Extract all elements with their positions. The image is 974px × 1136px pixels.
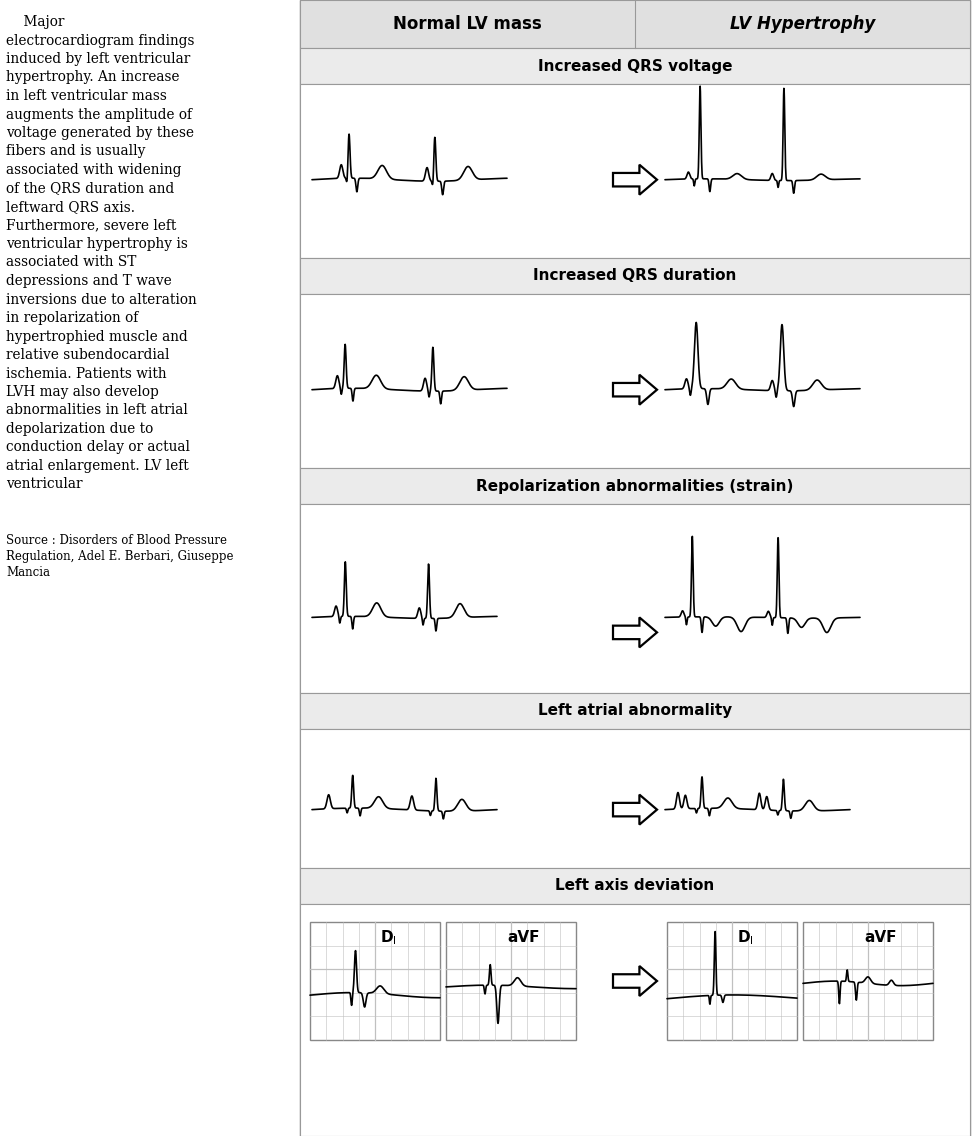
Text: electrocardiogram findings: electrocardiogram findings — [6, 33, 195, 48]
FancyArrow shape — [613, 375, 657, 404]
Bar — [0, 0, 290, 1136]
Text: associated with ST: associated with ST — [6, 256, 136, 269]
Text: Normal LV mass: Normal LV mass — [393, 15, 542, 33]
Bar — [300, 48, 970, 84]
FancyArrow shape — [613, 794, 657, 825]
Text: Repolarization abnormalities (strain): Repolarization abnormalities (strain) — [476, 478, 794, 493]
Text: hypertrophy. An increase: hypertrophy. An increase — [6, 70, 179, 84]
Text: voltage generated by these: voltage generated by these — [6, 126, 194, 140]
Bar — [300, 504, 970, 693]
Bar — [300, 693, 970, 729]
Bar — [300, 258, 970, 294]
Text: Left atrial abnormality: Left atrial abnormality — [538, 703, 732, 718]
Bar — [803, 922, 933, 1039]
Text: induced by left ventricular: induced by left ventricular — [6, 52, 190, 66]
Text: Furthermore, severe left: Furthermore, severe left — [6, 218, 176, 233]
Text: ventricular hypertrophy is: ventricular hypertrophy is — [6, 237, 188, 251]
Text: conduction delay or actual: conduction delay or actual — [6, 441, 190, 454]
Bar — [446, 922, 576, 1039]
Text: augments the amplitude of: augments the amplitude of — [6, 108, 192, 122]
Text: LV Hypertrophy: LV Hypertrophy — [730, 15, 876, 33]
Text: in left ventricular mass: in left ventricular mass — [6, 89, 167, 103]
Text: D$_{\rm I}$: D$_{\rm I}$ — [736, 928, 754, 947]
Bar — [300, 729, 970, 868]
FancyArrow shape — [613, 165, 657, 194]
Text: depolarization due to: depolarization due to — [6, 421, 153, 436]
Text: Increased QRS voltage: Increased QRS voltage — [538, 58, 732, 74]
Text: associated with widening: associated with widening — [6, 162, 181, 177]
Text: inversions due to alteration: inversions due to alteration — [6, 292, 197, 307]
Bar — [300, 468, 970, 504]
Text: depressions and T wave: depressions and T wave — [6, 274, 171, 289]
Bar — [667, 922, 797, 1039]
Text: ischemia. Patients with: ischemia. Patients with — [6, 367, 167, 381]
Text: D$_{\rm I}$: D$_{\rm I}$ — [380, 928, 396, 947]
FancyArrow shape — [613, 617, 657, 648]
Text: in repolarization of: in repolarization of — [6, 311, 138, 325]
Text: leftward QRS axis.: leftward QRS axis. — [6, 200, 135, 214]
Text: aVF: aVF — [507, 930, 541, 945]
Text: abnormalities in left atrial: abnormalities in left atrial — [6, 403, 188, 418]
Bar — [310, 922, 440, 1039]
Text: aVF: aVF — [865, 930, 897, 945]
Bar — [300, 84, 970, 258]
Bar — [300, 904, 970, 1136]
Bar — [300, 0, 970, 1136]
Text: Regulation, Adel E. Berbari, Giuseppe: Regulation, Adel E. Berbari, Giuseppe — [6, 550, 234, 563]
Text: ventricular: ventricular — [6, 477, 83, 492]
Text: Left axis deviation: Left axis deviation — [555, 878, 715, 894]
Bar — [300, 0, 970, 48]
Text: Increased QRS duration: Increased QRS duration — [534, 268, 736, 284]
Bar — [300, 294, 970, 468]
Text: of the QRS duration and: of the QRS duration and — [6, 182, 174, 195]
Text: Mancia: Mancia — [6, 566, 50, 579]
Text: relative subendocardial: relative subendocardial — [6, 348, 169, 362]
Text: fibers and is usually: fibers and is usually — [6, 144, 145, 159]
Text: Source : Disorders of Blood Pressure: Source : Disorders of Blood Pressure — [6, 534, 227, 548]
Text: hypertrophied muscle and: hypertrophied muscle and — [6, 329, 188, 343]
Text: LVH may also develop: LVH may also develop — [6, 385, 159, 399]
Text: Major: Major — [6, 15, 64, 30]
Text: atrial enlargement. LV left: atrial enlargement. LV left — [6, 459, 189, 473]
Bar — [300, 868, 970, 904]
FancyArrow shape — [613, 966, 657, 996]
